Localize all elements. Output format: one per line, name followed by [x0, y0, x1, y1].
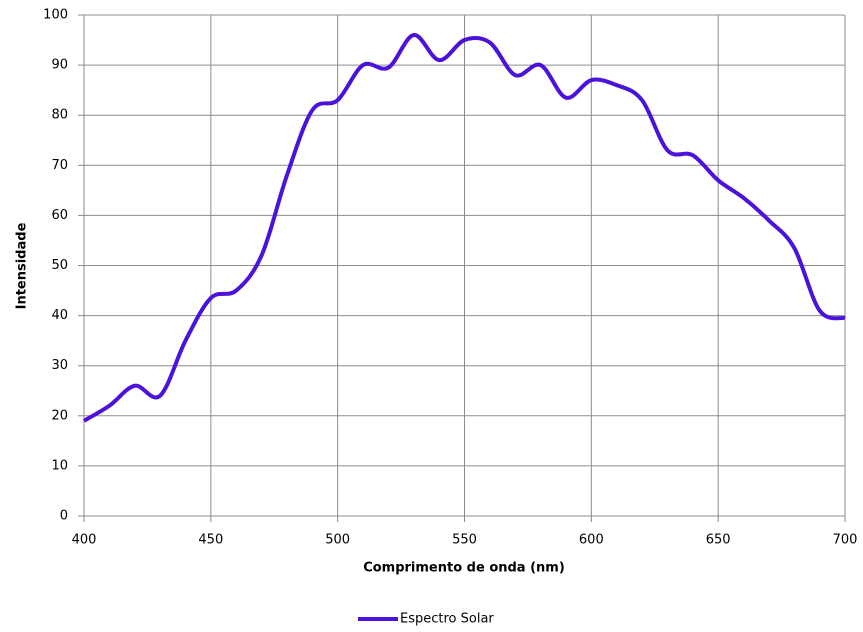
- y-tick-label: 80: [51, 108, 68, 123]
- x-tick-label: 650: [706, 533, 731, 548]
- y-tick-label: 0: [60, 509, 68, 524]
- data-line: [82, 33, 846, 423]
- y-tick-label: 10: [51, 458, 68, 473]
- x-tick-label: 700: [833, 533, 858, 548]
- x-tick-label: 600: [579, 533, 604, 548]
- y-tick-label: 70: [51, 158, 68, 173]
- y-axis-title: Intensidade: [15, 222, 30, 309]
- x-tick-label: 550: [452, 533, 477, 548]
- legend-label: Espectro Solar: [400, 612, 494, 627]
- y-tick-label: 60: [51, 208, 68, 223]
- x-tick-label: 400: [72, 533, 97, 548]
- y-tick-label: 30: [51, 358, 68, 373]
- y-tick-label: 90: [51, 58, 68, 73]
- x-axis-title: Comprimento de onda (nm): [363, 561, 565, 576]
- y-tick-label: 20: [51, 408, 68, 423]
- y-tick-label: 100: [43, 8, 68, 23]
- x-tick-label: 450: [198, 533, 223, 548]
- x-tick-label: 500: [325, 533, 350, 548]
- y-tick-label: 50: [51, 258, 68, 273]
- y-tick-label: 40: [51, 308, 68, 323]
